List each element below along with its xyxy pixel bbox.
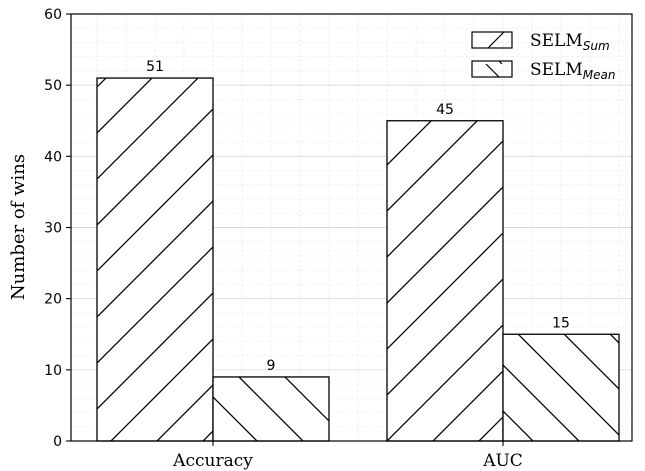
y-tick-label: 10 — [44, 363, 62, 379]
y-tick-label: 50 — [44, 78, 62, 94]
y-tick-label: 20 — [44, 292, 62, 308]
data-label-auc-sum: 45 — [436, 102, 454, 118]
legend-label-sum: SELMSum — [530, 31, 610, 53]
x-axis: Accuracy AUC — [172, 441, 523, 471]
y-axis: 0 10 20 30 40 50 60 — [44, 7, 71, 450]
y-tick-label: 40 — [44, 149, 62, 165]
y-axis-title: Number of wins — [8, 154, 29, 300]
legend-swatch-sum — [471, 31, 513, 49]
bar-auc-mean — [502, 333, 620, 442]
data-label-accuracy-mean: 9 — [267, 358, 276, 374]
data-label-accuracy-sum: 51 — [146, 59, 164, 75]
y-tick-label: 0 — [53, 434, 62, 450]
bar-auc-sum — [386, 120, 504, 442]
bars — [96, 77, 620, 442]
data-labels: 51 9 45 15 — [146, 59, 570, 374]
y-tick-label: 30 — [44, 221, 62, 237]
legend: SELMSum SELMMean — [471, 31, 615, 82]
legend-swatch-mean — [471, 60, 513, 78]
x-tick-label: Accuracy — [172, 451, 253, 471]
y-tick-label: 60 — [44, 7, 62, 23]
legend-label-mean: SELMMean — [530, 60, 615, 82]
x-tick-label: AUC — [482, 451, 523, 471]
data-label-auc-mean: 15 — [552, 315, 570, 331]
bar-accuracy-sum — [96, 77, 214, 442]
bar-accuracy-mean — [212, 376, 330, 442]
